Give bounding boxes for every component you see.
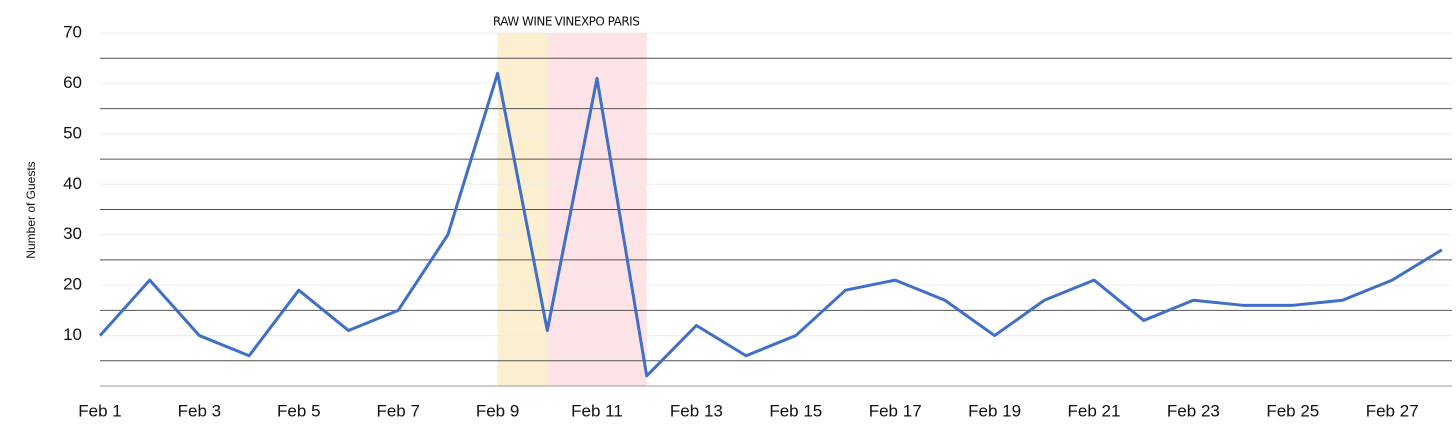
x-tick-label: Feb 9 bbox=[476, 401, 519, 420]
band-label: VINEXPO PARIS bbox=[555, 15, 640, 29]
data-line bbox=[98, 71, 1443, 378]
y-tick-label: 70 bbox=[63, 22, 82, 41]
band-label: RAW WINE bbox=[493, 15, 552, 29]
y-tick-label: 50 bbox=[63, 123, 82, 142]
x-tick-label: Feb 11 bbox=[571, 401, 623, 420]
x-tick-label: Feb 21 bbox=[1068, 401, 1121, 420]
x-tick-label: Feb 5 bbox=[277, 401, 320, 420]
x-tick-label: Feb 7 bbox=[376, 401, 419, 420]
x-tick-label: Feb 3 bbox=[178, 401, 221, 420]
y-tick-label: 10 bbox=[63, 325, 82, 344]
y-tick-label: 20 bbox=[63, 275, 82, 294]
y-tick-label: 60 bbox=[63, 73, 82, 92]
y-tick-label: 30 bbox=[63, 224, 82, 243]
x-tick-label: Feb 13 bbox=[670, 401, 723, 420]
x-tick-label: Feb 17 bbox=[869, 401, 922, 420]
y-tick-label: 40 bbox=[63, 174, 82, 193]
x-tick-label: Feb 23 bbox=[1167, 401, 1220, 420]
x-tick-label: Feb 25 bbox=[1266, 401, 1319, 420]
x-tick-label: Feb 15 bbox=[769, 401, 822, 420]
x-tick-label: Feb 1 bbox=[78, 401, 121, 420]
x-tick-label: Feb 19 bbox=[968, 401, 1021, 420]
y-axis-label: Number of Guests bbox=[24, 161, 38, 258]
x-tick-label: Feb 27 bbox=[1366, 401, 1419, 420]
